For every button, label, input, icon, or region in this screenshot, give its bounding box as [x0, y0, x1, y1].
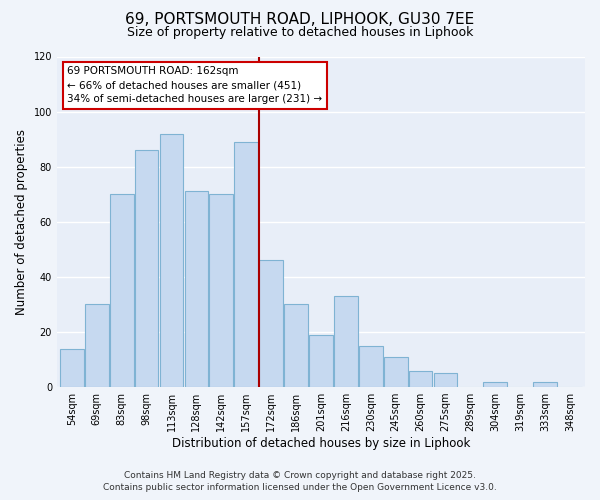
- Bar: [110, 194, 134, 387]
- Bar: [235, 142, 258, 387]
- Text: Contains HM Land Registry data © Crown copyright and database right 2025.
Contai: Contains HM Land Registry data © Crown c…: [103, 471, 497, 492]
- Text: Size of property relative to detached houses in Liphook: Size of property relative to detached ho…: [127, 26, 473, 39]
- Bar: [259, 260, 283, 387]
- Bar: [359, 346, 383, 387]
- X-axis label: Distribution of detached houses by size in Liphook: Distribution of detached houses by size …: [172, 437, 470, 450]
- Bar: [384, 357, 407, 387]
- Bar: [85, 304, 109, 387]
- Bar: [434, 374, 457, 387]
- Bar: [60, 348, 83, 387]
- Bar: [284, 304, 308, 387]
- Bar: [409, 370, 433, 387]
- Bar: [209, 194, 233, 387]
- Y-axis label: Number of detached properties: Number of detached properties: [15, 129, 28, 315]
- Text: 69, PORTSMOUTH ROAD, LIPHOOK, GU30 7EE: 69, PORTSMOUTH ROAD, LIPHOOK, GU30 7EE: [125, 12, 475, 28]
- Bar: [185, 192, 208, 387]
- Bar: [160, 134, 184, 387]
- Bar: [309, 334, 333, 387]
- Bar: [135, 150, 158, 387]
- Bar: [334, 296, 358, 387]
- Bar: [533, 382, 557, 387]
- Text: 69 PORTSMOUTH ROAD: 162sqm
← 66% of detached houses are smaller (451)
34% of sem: 69 PORTSMOUTH ROAD: 162sqm ← 66% of deta…: [67, 66, 323, 104]
- Bar: [484, 382, 507, 387]
